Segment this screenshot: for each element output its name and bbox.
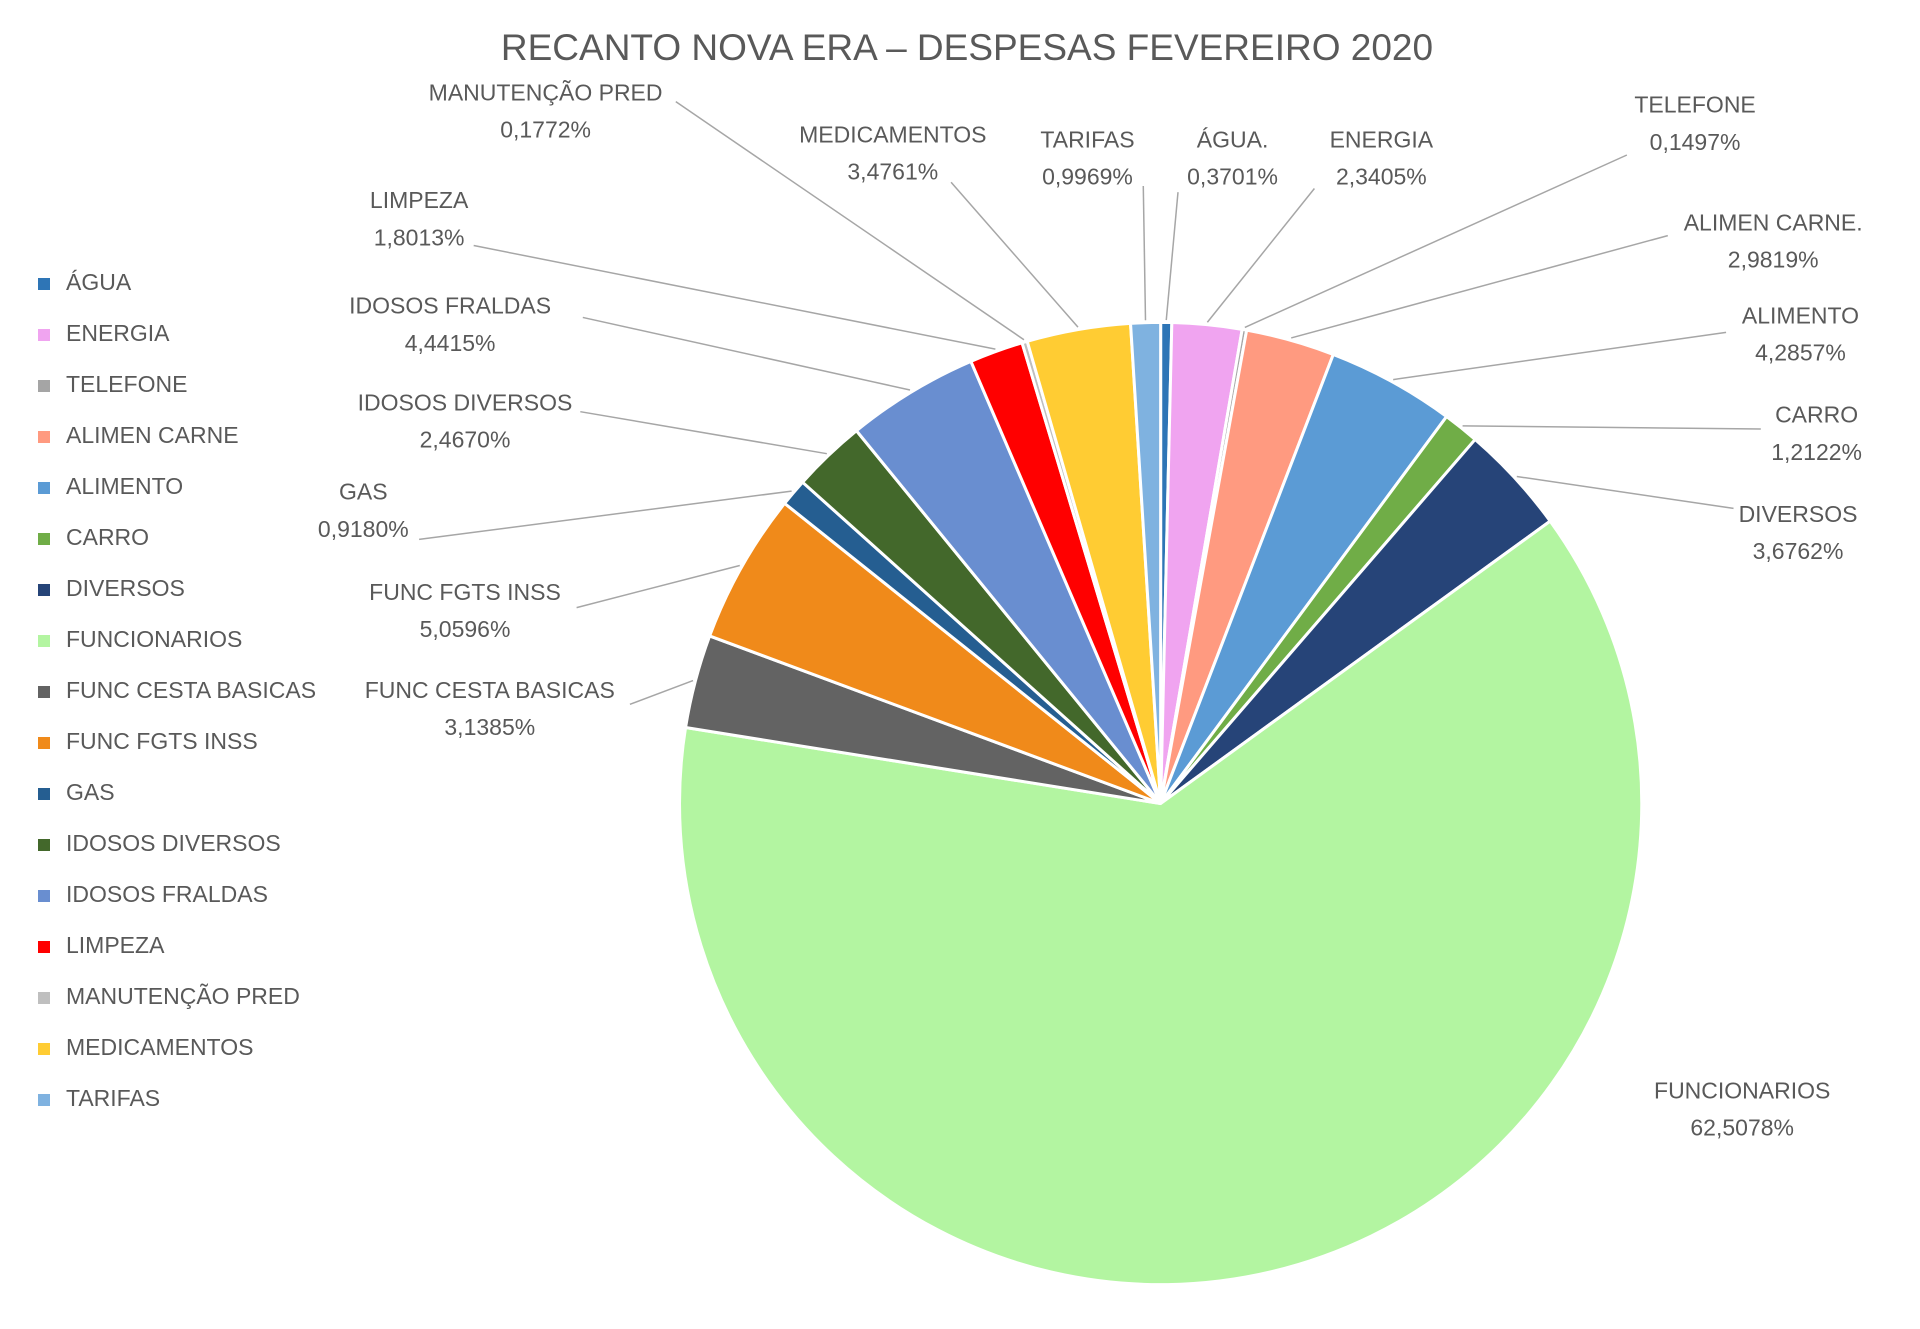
legend-swatch: [38, 788, 50, 800]
leader-line: [1206, 188, 1315, 323]
pie-slice: [678, 519, 1644, 1287]
slice-label: ENERGIA: [1330, 126, 1434, 152]
legend-swatch: [38, 1043, 50, 1055]
slice-label: TARIFAS: [1040, 126, 1134, 152]
legend-swatch: [38, 431, 50, 443]
legend-swatch: [38, 737, 50, 749]
leader-line: [576, 564, 740, 609]
value-label: 4,2857%: [1755, 340, 1846, 366]
slice-label: ALIMEN CARNE.: [1684, 210, 1863, 236]
leader-line: [419, 490, 792, 541]
legend-label: FUNC CESTA BASICAS: [66, 677, 316, 703]
legend-label: MEDICAMENTOS: [66, 1034, 253, 1060]
slice-label: FUNCIONARIOS: [1654, 1078, 1830, 1104]
legend-swatch: [38, 1094, 50, 1106]
value-label: 0,1772%: [500, 117, 591, 143]
pie-slice: [1128, 320, 1163, 804]
slice-label: CARRO: [1775, 402, 1858, 428]
value-label: 3,1385%: [444, 714, 535, 740]
value-label: 0,1497%: [1650, 129, 1741, 155]
legend-swatch: [38, 329, 50, 341]
legend-label: IDOSOS DIVERSOS: [66, 830, 281, 856]
slice-label: GAS: [339, 479, 388, 505]
slice-label: MEDICAMENTOS: [799, 121, 986, 147]
legend-swatch: [38, 584, 50, 596]
value-label: 2,4670%: [420, 427, 511, 453]
legend-label: GAS: [66, 779, 115, 805]
legend-label: TARIFAS: [66, 1085, 160, 1111]
legend-swatch: [38, 890, 50, 902]
value-label: 3,6762%: [1753, 538, 1844, 564]
leader-line: [675, 101, 1025, 341]
leader-line: [1165, 192, 1179, 321]
value-label: 5,0596%: [420, 616, 511, 642]
value-label: 62,5078%: [1690, 1115, 1794, 1141]
slice-label: IDOSOS DIVERSOS: [358, 389, 573, 415]
leader-line: [582, 316, 911, 391]
value-label: 3,4761%: [847, 159, 938, 185]
leader-line: [1393, 331, 1727, 381]
leader-line: [629, 679, 694, 706]
legend-swatch: [38, 941, 50, 953]
legend-label: MANUTENÇÃO PRED: [66, 983, 300, 1009]
leader-line: [473, 244, 996, 350]
value-label: 2,9819%: [1728, 247, 1819, 273]
slice-label: LIMPEZA: [370, 187, 469, 213]
leader-line: [580, 410, 827, 455]
leader-line: [1142, 185, 1147, 321]
slice-label: ÁGUA.: [1197, 126, 1269, 152]
pie-slice: [707, 501, 1162, 805]
legend-label: ÁGUA: [66, 269, 132, 295]
chart-title: RECANTO NOVA ERA – DESPESAS FEVEREIRO 20…: [501, 27, 1433, 68]
value-label: 2,3405%: [1336, 164, 1427, 190]
value-label: 0,9969%: [1042, 164, 1133, 190]
legend-label: ALIMENTO: [66, 473, 183, 499]
value-label: 0,3701%: [1187, 164, 1278, 190]
leader-line: [1462, 425, 1761, 430]
value-label: 4,4415%: [405, 330, 496, 356]
legend-swatch: [38, 278, 50, 290]
slice-label: FUNC CESTA BASICAS: [365, 677, 615, 703]
legend-label: CARRO: [66, 524, 149, 550]
legend-label: LIMPEZA: [66, 932, 165, 958]
legend-swatch: [38, 380, 50, 392]
slice-label: ALIMENTO: [1742, 303, 1859, 329]
leader-line: [950, 181, 1079, 328]
slice-label: DIVERSOS: [1739, 501, 1858, 527]
legend-swatch: [38, 533, 50, 545]
value-label: 1,8013%: [374, 224, 465, 250]
value-label: 1,2122%: [1771, 439, 1862, 465]
legend-label: TELEFONE: [66, 371, 187, 397]
legend-label: DIVERSOS: [66, 575, 185, 601]
legend-swatch: [38, 839, 50, 851]
slice-label: TELEFONE: [1634, 92, 1755, 118]
value-label: 0,9180%: [318, 516, 409, 542]
leader-line: [1244, 154, 1628, 329]
legend-label: ENERGIA: [66, 320, 170, 346]
legend-swatch: [38, 686, 50, 698]
leader-line: [1290, 234, 1668, 339]
legend-swatch: [38, 992, 50, 1004]
legend-swatch: [38, 635, 50, 647]
legend-label: IDOSOS FRALDAS: [66, 881, 268, 907]
legend-label: FUNC FGTS INSS: [66, 728, 258, 754]
legend-label: ALIMEN CARNE: [66, 422, 239, 448]
legend-label: FUNCIONARIOS: [66, 626, 242, 652]
leader-line: [1516, 475, 1734, 510]
slice-label: MANUTENÇÃO PRED: [429, 79, 663, 105]
slice-label: IDOSOS FRALDAS: [349, 293, 551, 319]
slice-label: FUNC FGTS INSS: [369, 579, 561, 605]
legend-swatch: [38, 482, 50, 494]
